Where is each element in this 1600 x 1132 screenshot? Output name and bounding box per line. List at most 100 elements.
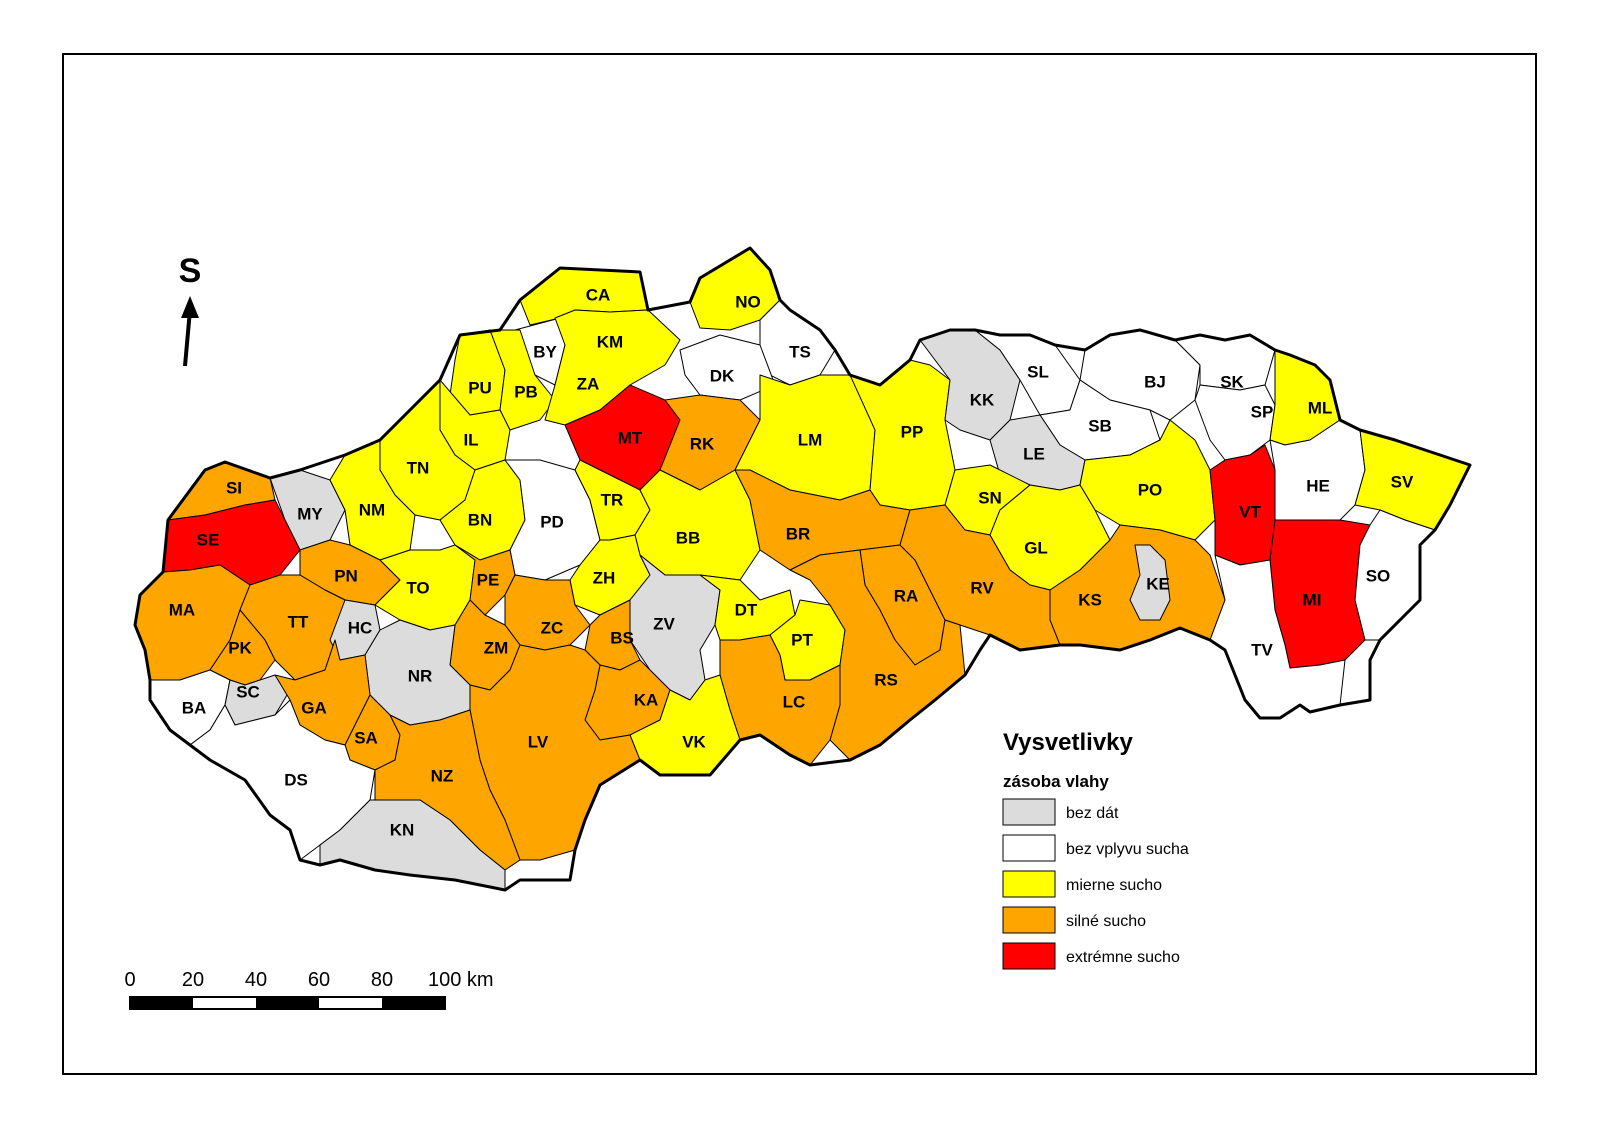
district-label-kn: KN (390, 821, 415, 840)
district-label-zv: ZV (653, 615, 675, 634)
district-label-nr: NR (408, 667, 433, 686)
district-label-mt: MT (618, 429, 643, 448)
district-sp (1194, 384, 1276, 461)
district-label-pp: PP (901, 423, 924, 442)
district-label-za: ZA (577, 375, 600, 394)
district-label-ka: KA (634, 691, 659, 710)
district-label-sn: SN (978, 489, 1002, 508)
district-label-vt: VT (1239, 503, 1261, 522)
district-label-il: IL (463, 431, 478, 450)
legend-label-no-data: bez dát (1066, 805, 1119, 822)
district-label-po: PO (1138, 481, 1163, 500)
legend-label-no-drought: bez vplyvu sucha (1066, 841, 1189, 858)
district-label-tv: TV (1251, 641, 1273, 660)
district-label-sl: SL (1027, 363, 1049, 382)
district-label-sc: SC (236, 683, 260, 702)
district-label-rk: RK (690, 435, 715, 454)
district-label-tr: TR (601, 491, 624, 510)
district-label-km: KM (597, 333, 623, 352)
district-label-ml: ML (1308, 399, 1333, 418)
district-label-sv: SV (1391, 473, 1414, 492)
scale-tick-20: 20 (182, 969, 204, 991)
district-label-zh: ZH (593, 569, 616, 588)
legend-swatch-no-drought (1002, 834, 1056, 862)
legend-swatch-mild (1002, 870, 1056, 898)
district-label-vk: VK (682, 733, 706, 752)
district-label-pn: PN (334, 567, 358, 586)
district-label-dk: DK (710, 367, 735, 386)
district-label-sk: SK (1220, 373, 1244, 392)
district-label-ds: DS (284, 771, 308, 790)
district-label-lc: LC (783, 693, 806, 712)
district-label-ke: KE (1146, 575, 1170, 594)
district-label-sb: SB (1088, 417, 1112, 436)
district-label-tt: TT (288, 613, 309, 632)
legend-label-extreme: extrémne sucho (1066, 949, 1180, 966)
district-label-nz: NZ (431, 767, 454, 786)
scale-tick-40: 40 (245, 969, 267, 991)
district-label-ba: BA (182, 699, 207, 718)
district-label-ra: RA (894, 587, 919, 606)
district-label-mi: MI (1303, 591, 1322, 610)
district-label-bj: BJ (1144, 373, 1166, 392)
country-outline (133, 246, 1472, 892)
district-label-rs: RS (874, 671, 898, 690)
district-label-so: SO (1366, 567, 1391, 586)
district-label-ga: GA (301, 699, 327, 718)
legend: Vysvetlivky zásoba vlahy bez dát bez vply… (1002, 729, 1189, 970)
district-label-gl: GL (1024, 539, 1048, 558)
district-label-pk: PK (228, 639, 252, 658)
scale-tick-100: 100 km (428, 969, 494, 991)
district-label-le: LE (1023, 445, 1045, 464)
scale-bar: 0 20 40 60 80 100 km (124, 969, 494, 1010)
district-label-ts: TS (789, 343, 811, 362)
legend-swatch-no-data (1002, 798, 1056, 826)
legend-subtitle: zásoba vlahy (1003, 772, 1109, 791)
district-ke (1129, 544, 1171, 621)
scale-tick-60: 60 (308, 969, 330, 991)
district-label-sa: SA (354, 729, 378, 748)
district-label-nm: NM (359, 501, 385, 520)
district-label-lv: LV (528, 733, 549, 752)
scale-tick-0: 0 (124, 969, 135, 991)
district-label-ca: CA (586, 286, 611, 305)
district-label-hc: HC (348, 619, 373, 638)
district-label-bb: BB (676, 529, 701, 548)
district-label-ma: MA (169, 601, 195, 620)
district-label-no: NO (735, 293, 761, 312)
district-label-zm: ZM (484, 639, 509, 658)
district-label-pe: PE (477, 571, 500, 590)
district-label-pb: PB (514, 383, 538, 402)
legend-label-strong: silné sucho (1066, 913, 1146, 930)
district-pd (504, 459, 601, 581)
district-dk (679, 334, 776, 401)
north-letter: S (179, 252, 202, 290)
legend-swatch-strong (1002, 906, 1056, 934)
district-label-my: MY (297, 505, 323, 524)
district-label-br: BR (786, 525, 811, 544)
district-pb (489, 329, 556, 431)
district-label-zc: ZC (541, 619, 564, 638)
district-label-kk: KK (970, 391, 995, 410)
district-label-si: SI (226, 479, 242, 498)
scale-tick-80: 80 (371, 969, 393, 991)
district-label-tn: TN (407, 459, 430, 478)
district-label-bn: BN (468, 511, 493, 530)
district-label-to: TO (406, 579, 429, 598)
district-label-rv: RV (970, 579, 994, 598)
district-label-pt: PT (791, 631, 813, 650)
north-arrow: S (179, 252, 202, 367)
district-label-he: HE (1306, 477, 1330, 496)
district-label-pu: PU (468, 379, 492, 398)
legend-label-mild: mierne sucho (1066, 877, 1162, 894)
district-label-bs: BS (610, 629, 634, 648)
north-arrow-icon (181, 296, 199, 367)
district-label-pd: PD (540, 513, 564, 532)
district-label-ks: KS (1078, 591, 1102, 610)
legend-swatch-extreme (1002, 942, 1056, 970)
legend-title: Vysvetlivky (1003, 729, 1134, 756)
district-label-dt: DT (735, 601, 758, 620)
district-label-sp: SP (1251, 403, 1274, 422)
district-label-lm: LM (798, 431, 823, 450)
